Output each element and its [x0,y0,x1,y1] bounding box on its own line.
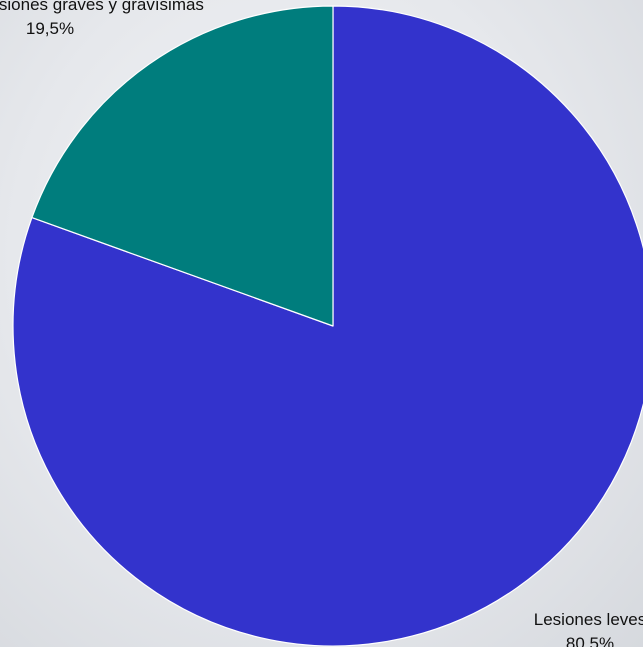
pie-slice-lesiones-leves [12,5,643,647]
slice-label-value: 80,5% [565,634,615,647]
slice-label-value: 19,5% [25,19,75,38]
pie-slice-lesiones-graves-y-gravísimas [31,5,334,327]
slice-label-lesiones-graves: Lesiones graves y gravísimas 19,5% [0,0,204,41]
slice-label-name: Lesiones graves y gravísimas [0,0,204,14]
slice-label-lesiones-leves: Lesiones leves 80,5% [520,608,643,647]
slice-label-name: Lesiones leves [533,610,643,629]
